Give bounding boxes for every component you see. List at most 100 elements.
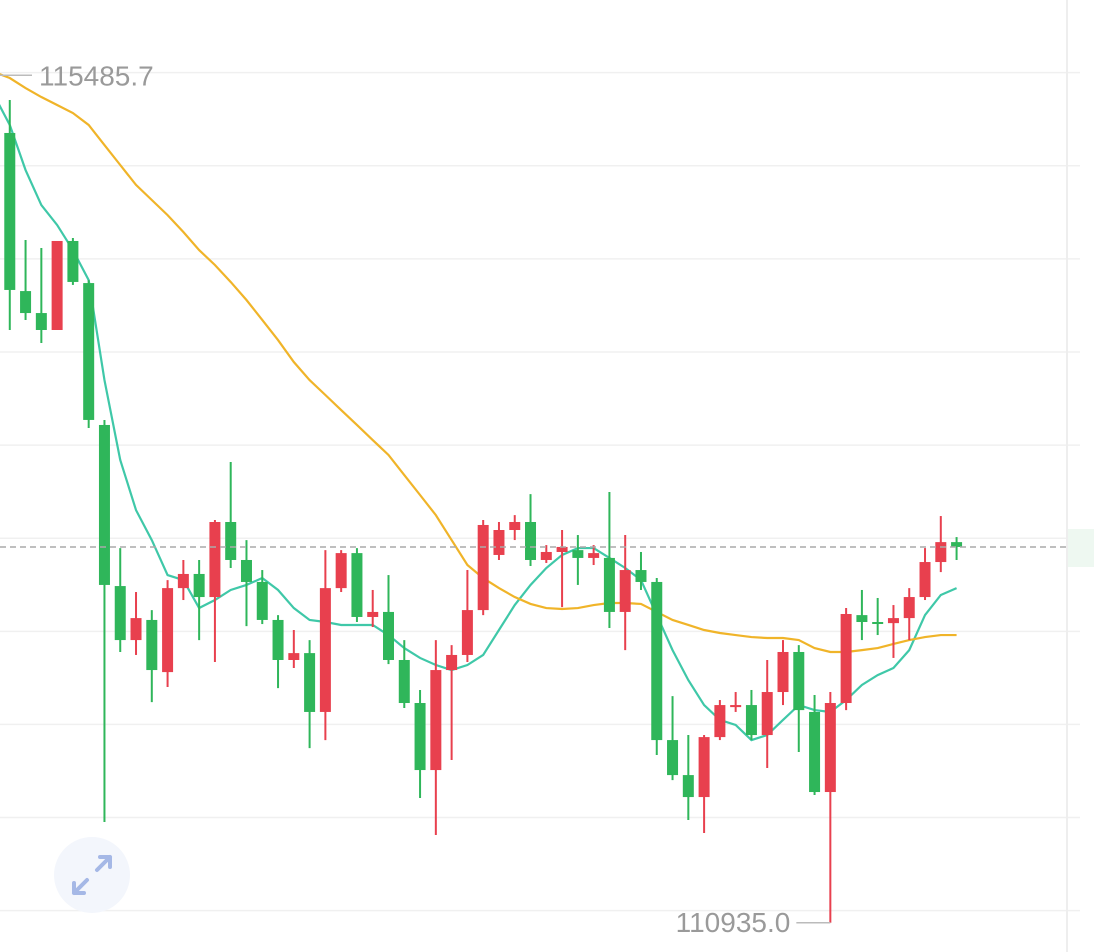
candle [98,419,110,823]
candle-body [146,619,158,671]
candle [588,545,600,566]
candle [714,700,726,741]
candle-body [856,615,868,623]
candle-body [51,240,63,330]
candle [20,240,32,320]
candle-body [209,521,221,598]
candle [619,535,631,651]
expand-button-bg[interactable] [54,837,130,913]
candle [130,592,142,655]
candle-body [793,651,805,711]
candle [856,589,868,641]
candle-body [651,581,663,741]
candle [919,548,931,601]
candle [745,689,757,741]
candle-body [98,424,110,585]
candle-body [540,551,552,560]
candle-body [745,705,757,736]
candle [114,548,126,652]
candle-body [935,542,947,563]
expand-button[interactable] [54,837,130,913]
candle-body [730,705,742,708]
candle [256,570,268,625]
candle [162,580,174,687]
candle [146,610,158,703]
candle-body [872,622,884,625]
candle-body [240,559,252,582]
candle-body [556,546,568,552]
candle-body [430,670,442,771]
candle-body [682,775,694,798]
candle [761,659,773,769]
candle-body [603,557,615,612]
candle [698,735,710,833]
candle-body [619,570,631,612]
candle-body [840,613,852,704]
candle [83,280,95,428]
candle-body [635,570,647,582]
candle-body [35,313,47,330]
candle-body [335,553,347,589]
candle [477,519,489,616]
candle [4,100,16,330]
candle-body [162,588,174,673]
candle [509,515,521,541]
candle [319,550,331,741]
candle-body [20,291,32,314]
candle [335,550,347,593]
candle-body [777,651,789,693]
candle-body [493,530,505,555]
candle [225,462,237,568]
candle [730,692,742,712]
candle [635,551,647,590]
candle [793,645,805,752]
candle [572,535,584,585]
candle [304,640,316,749]
candle [903,588,915,641]
candle-body [509,521,521,531]
candle-body [525,521,537,560]
candle [603,492,615,628]
candle [824,692,836,923]
candle-body [398,659,410,704]
candle-body [351,553,363,617]
candle-body [477,524,489,611]
candle [177,559,189,601]
candle-body [177,573,189,589]
candle [240,540,252,627]
candle-body [225,521,237,560]
candle [651,578,663,755]
candle-body [461,610,473,655]
candle-body [714,705,726,738]
candle [540,545,552,563]
candle [383,575,394,665]
candle-body [572,550,584,558]
max-label: 115485.7 [39,61,154,92]
moving-average-line [0,73,957,654]
candle [840,608,852,711]
candle-body [304,653,316,712]
candle-body [256,581,268,620]
candle [777,640,789,706]
candle-body [83,283,95,420]
candle [493,521,505,560]
candle-body [414,703,426,771]
candle-body [383,611,394,660]
expand-icon [72,855,112,895]
candle [887,605,899,658]
candle-body [288,653,300,660]
candle [367,589,379,628]
candle-body [114,586,126,641]
candle [667,696,679,781]
candle [525,494,537,566]
candle-body [698,737,710,798]
candle-body [4,132,16,290]
candle-body [367,611,379,617]
candle [193,559,205,641]
candle-body [446,654,458,671]
candle-body [667,740,679,776]
candle-body [67,240,79,282]
candle-body [193,573,205,598]
